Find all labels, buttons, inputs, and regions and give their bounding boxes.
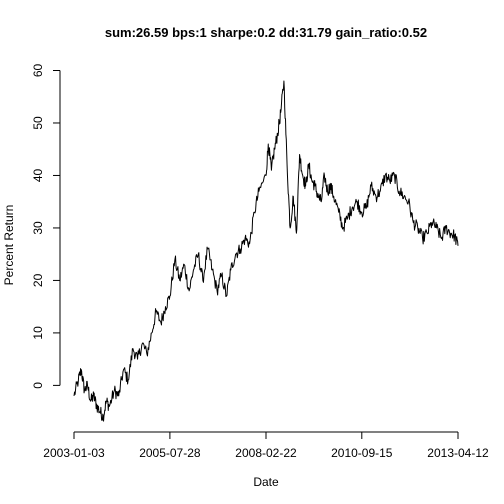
y-tick-label: 50 xyxy=(31,116,45,130)
x-tick-label: 2005-07-28 xyxy=(139,446,201,460)
x-tick-label: 2008-02-22 xyxy=(235,446,297,460)
series-line xyxy=(73,80,459,422)
y-tick-label: 20 xyxy=(31,273,45,287)
x-tick-label: 2010-09-15 xyxy=(331,446,393,460)
x-axis-label: Date xyxy=(253,475,279,489)
plot-area xyxy=(73,80,459,422)
y-tick-label: 60 xyxy=(31,64,45,78)
chart-title: sum:26.59 bps:1 sharpe:0.2 dd:31.79 gain… xyxy=(105,25,427,40)
x-tick-label: 2013-04-12 xyxy=(427,446,489,460)
y-tick-label: 0 xyxy=(31,382,45,389)
x-tick-label: 2003-01-03 xyxy=(43,446,105,460)
y-tick-label: 30 xyxy=(31,221,45,235)
x-axis: 2003-01-03 2005-07-28 2008-02-22 2010-09-15… xyxy=(43,431,489,460)
y-axis-label: Percent Return xyxy=(2,205,16,286)
y-tick-label: 40 xyxy=(31,168,45,182)
y-axis: 0 10 20 30 40 50 60 xyxy=(31,64,61,389)
y-tick-label: 10 xyxy=(31,326,45,340)
